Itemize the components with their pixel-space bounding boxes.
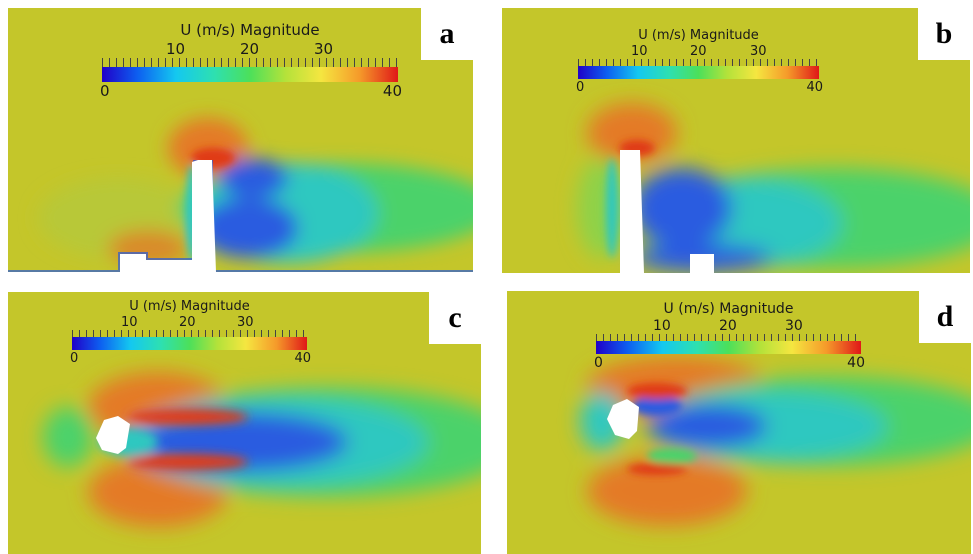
colorbar-title: U (m/s) Magnitude [663, 301, 794, 317]
obstacle-a [120, 160, 216, 272]
colorbar-gradient [578, 66, 819, 79]
colorbar-min-label: 0 [100, 82, 110, 100]
panel-label-b: b [918, 8, 970, 60]
colorbar-max-label: 40 [382, 82, 402, 100]
obstacle-c [96, 416, 130, 454]
colorbar-tick-10: 10 [631, 44, 648, 59]
panel-d: U (m/s) Magnitude 10 20 30 0 40 d [507, 291, 971, 554]
colorbar-tick-20: 20 [179, 315, 196, 330]
colorbar-tick-20: 20 [240, 40, 260, 58]
colorbar-title: U (m/s) Magnitude [180, 21, 320, 39]
colorbar-max-label: 40 [806, 80, 823, 95]
colorbar-max-label: 40 [847, 355, 865, 371]
colorbar-tick-30: 30 [785, 318, 803, 334]
obstacle-d [607, 399, 639, 439]
colorbar-tick-10: 10 [653, 318, 671, 334]
velocity-field-a [8, 8, 473, 272]
colorbar-min-label: 0 [594, 355, 603, 371]
colorbar-ruler [578, 59, 819, 66]
colorbar-gradient [596, 341, 861, 354]
colorbar-tick-30: 30 [750, 44, 767, 59]
step-b [690, 254, 714, 273]
colorbar-tick-10: 10 [121, 315, 138, 330]
colorbar-tick-20: 20 [690, 44, 707, 59]
panel-a: U (m/s) Magnitude 10 20 30 0 40 a [8, 8, 473, 272]
panel-b: U (m/s) Magnitude 10 20 30 0 40 b [502, 8, 970, 273]
velocity-field-b [502, 8, 970, 273]
colorbar-b: U (m/s) Magnitude 10 20 30 0 40 [576, 28, 823, 98]
obstacle-b [620, 150, 644, 273]
colorbar-title: U (m/s) Magnitude [129, 299, 250, 314]
colorbar-max-label: 40 [294, 351, 311, 366]
colorbar-c: U (m/s) Magnitude 10 20 30 0 40 [70, 299, 311, 369]
colorbar-a: U (m/s) Magnitude 10 20 30 0 40 [100, 21, 402, 101]
colorbar-gradient [72, 337, 307, 350]
panel-label-c: c [429, 292, 481, 344]
colorbar-tick-30: 30 [314, 40, 334, 58]
colorbar-title: U (m/s) Magnitude [638, 28, 759, 43]
colorbar-min-label: 0 [576, 80, 585, 95]
panel-c: U (m/s) Magnitude 10 20 30 0 40 c [8, 292, 481, 554]
colorbar-ruler [596, 334, 861, 341]
colorbar-tick-20: 20 [719, 318, 737, 334]
colorbar-ruler [72, 330, 307, 337]
panel-label-a: a [421, 8, 473, 60]
colorbar-min-label: 0 [70, 351, 79, 366]
colorbar-d: U (m/s) Magnitude 10 20 30 0 40 [594, 301, 865, 373]
colorbar-tick-10: 10 [166, 40, 186, 58]
panel-label-d: d [919, 291, 971, 343]
colorbar-tick-30: 30 [237, 315, 254, 330]
colorbar-ruler [102, 58, 398, 67]
colorbar-gradient [102, 67, 398, 82]
